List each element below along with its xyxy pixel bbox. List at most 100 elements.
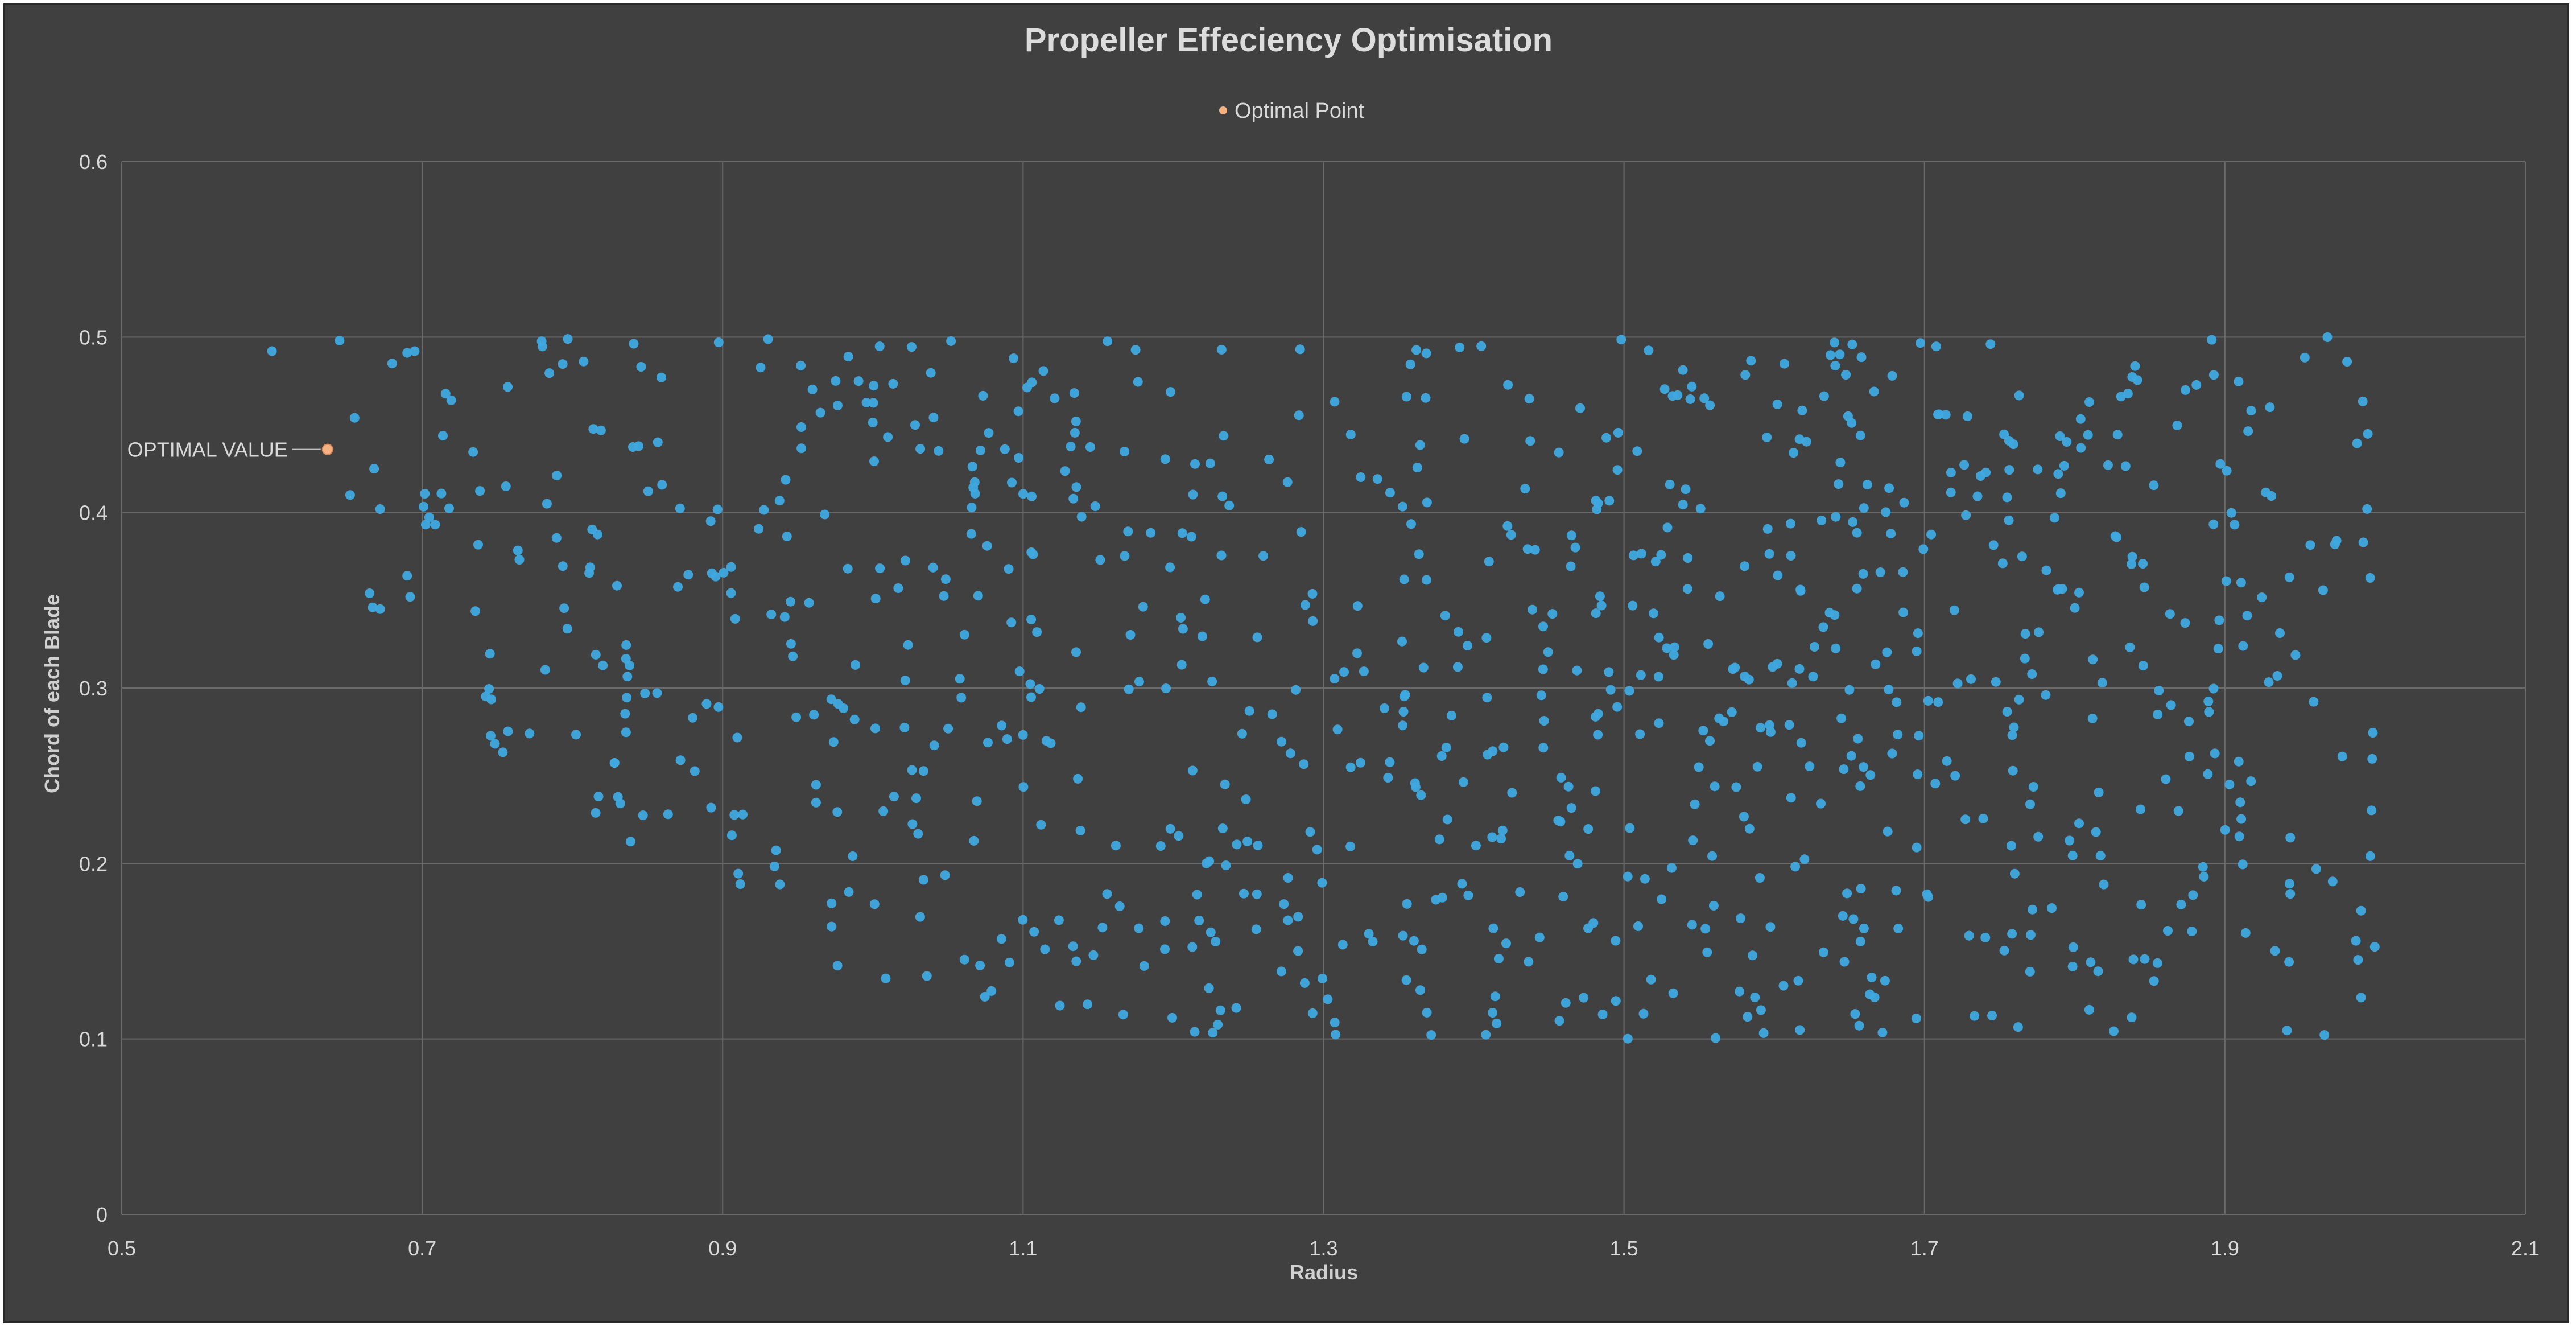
data-point — [1796, 738, 1806, 748]
y-tick-label: 0.4 — [79, 501, 108, 525]
data-point — [1252, 632, 1262, 643]
data-point — [1073, 773, 1083, 784]
data-point — [542, 499, 552, 509]
data-point — [1426, 1030, 1436, 1040]
data-point — [2352, 438, 2362, 448]
data-point — [1616, 335, 1626, 345]
data-point — [1490, 991, 1500, 1002]
data-point — [928, 413, 939, 423]
data-point — [636, 362, 646, 372]
data-point — [2127, 559, 2137, 569]
data-point — [1707, 851, 1717, 861]
data-point — [1715, 591, 1725, 602]
data-point — [673, 582, 683, 592]
data-point — [1166, 387, 1175, 397]
data-point — [1933, 409, 1943, 419]
data-point — [486, 731, 496, 741]
data-point — [622, 693, 632, 703]
data-point — [2213, 644, 2223, 654]
data-point — [1858, 569, 1868, 579]
data-point — [759, 505, 769, 515]
data-point — [1636, 549, 1646, 559]
data-point — [1506, 530, 1516, 540]
data-point — [1002, 734, 1012, 744]
data-point — [1299, 978, 1310, 988]
data-point — [1267, 709, 1277, 719]
data-point — [870, 594, 881, 604]
data-point — [843, 563, 853, 574]
data-point — [1476, 341, 1487, 351]
data-point — [1406, 519, 1416, 529]
data-point — [983, 738, 993, 748]
data-point — [2006, 841, 2016, 851]
data-point — [1356, 472, 1366, 482]
data-point — [1022, 382, 1032, 393]
data-point — [2065, 835, 2075, 846]
data-point — [1206, 927, 1216, 937]
data-point — [2265, 402, 2275, 413]
data-point — [2041, 565, 2051, 575]
x-tick-label: 1.7 — [1910, 1237, 1939, 1260]
data-point — [640, 688, 650, 698]
data-point — [1312, 845, 1322, 855]
data-point — [1034, 684, 1045, 694]
data-point — [796, 360, 806, 370]
data-point — [2234, 831, 2244, 842]
data-point — [729, 810, 740, 820]
data-point — [1014, 666, 1025, 677]
data-point — [2084, 1004, 2094, 1015]
data-point — [1714, 713, 1724, 723]
data-point — [972, 796, 982, 806]
data-point — [1855, 936, 1865, 946]
data-point — [2109, 1026, 2119, 1036]
data-point — [2014, 694, 2024, 705]
data-point — [1728, 664, 1738, 674]
data-point — [888, 378, 898, 389]
data-point — [2027, 669, 2037, 679]
data-point — [1985, 339, 1996, 349]
data-point — [1251, 924, 1261, 934]
data-point — [1744, 674, 1754, 685]
data-point — [1244, 706, 1254, 716]
data-point — [1625, 823, 1635, 833]
data-point — [1046, 738, 1056, 748]
data-point — [2130, 361, 2140, 371]
data-point — [609, 758, 620, 768]
data-point — [1211, 937, 1221, 946]
data-point — [2198, 862, 2208, 872]
data-point — [844, 887, 854, 897]
data-point — [869, 381, 879, 391]
data-point — [2153, 710, 2163, 719]
x-tick-label: 1.9 — [2211, 1237, 2239, 1260]
data-point — [959, 954, 969, 965]
data-point — [2020, 629, 2030, 639]
data-point — [1434, 834, 1444, 845]
data-point — [1710, 781, 1720, 792]
data-point — [536, 336, 547, 347]
data-point — [2127, 372, 2137, 382]
data-point — [1165, 823, 1175, 834]
data-point — [1566, 803, 1576, 813]
data-point — [1190, 1027, 1200, 1037]
data-point — [1402, 899, 1412, 909]
data-point — [375, 504, 385, 514]
data-point — [2093, 966, 2103, 977]
data-point — [732, 732, 742, 743]
data-point — [779, 612, 790, 622]
data-point — [843, 352, 853, 362]
data-point — [868, 417, 878, 427]
data-point — [2083, 430, 2093, 440]
data-point — [820, 509, 830, 520]
data-point — [1076, 702, 1086, 713]
data-point — [1762, 433, 1772, 442]
data-point — [1418, 662, 1429, 673]
data-point — [1604, 667, 1614, 677]
data-point — [501, 481, 511, 491]
data-point — [875, 563, 885, 574]
data-point — [2184, 717, 2194, 727]
data-point — [1405, 359, 1415, 369]
data-point — [1959, 460, 1970, 470]
data-point — [2136, 900, 2146, 910]
data-point — [1666, 863, 1677, 873]
x-tick-label: 0.5 — [108, 1237, 136, 1260]
